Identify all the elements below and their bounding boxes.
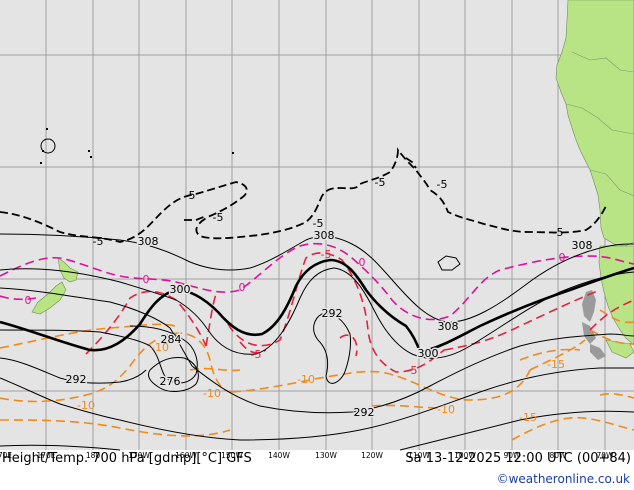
temp-contours-zero (0, 242, 634, 321)
temp-label: -10 (77, 399, 95, 412)
lon-label: 140W (268, 451, 290, 460)
longitude-labels: 70E 170E 180 170W 160W 150W 140W 130W 12… (0, 451, 614, 460)
lon-label: 110W (408, 451, 430, 460)
temp-label: 0 (143, 273, 150, 286)
temp-label: 0 (25, 294, 32, 307)
height-label: 308 (438, 320, 459, 333)
temp-contour-minus5-north (0, 147, 607, 243)
temp-label: -5 (251, 348, 262, 361)
temp-label: -5 (93, 235, 104, 248)
temp-label: -5 (553, 226, 564, 239)
lon-label: 130W (315, 451, 337, 460)
temp-label: -5 (407, 364, 418, 377)
temp-label: 0 (559, 251, 566, 264)
temp-label: -5 (185, 189, 196, 202)
temp-label: -10 (203, 387, 221, 400)
temp-label: -10 (437, 403, 455, 416)
temp-label: -10 (297, 373, 315, 386)
temp-label: -5 (321, 248, 332, 261)
temp-label: -5 (375, 176, 386, 189)
temp-label: 0 (359, 256, 366, 269)
temp-label: -15 (519, 411, 537, 424)
chile-coastal-islands (582, 290, 606, 360)
lon-label: 150W (221, 451, 243, 460)
height-label: 300 (418, 347, 439, 360)
height-label: 308 (138, 235, 159, 248)
valid-time: Sa 13-12-2025 12:00 UTC (00+84) (405, 451, 631, 466)
height-label: 292 (322, 307, 343, 320)
height-label: 284 (161, 333, 182, 346)
height-label: 292 (354, 406, 375, 419)
temp-label: -10 (151, 341, 169, 354)
pacific-islands (40, 138, 461, 271)
temp-contours-minus10-minus15 (0, 309, 634, 441)
height-contour-labels: 308 308 308 300 300 292 284 276 292 292 … (64, 228, 594, 421)
height-label: 308 (314, 229, 335, 242)
temp-contour-labels: -5 -5 -5 -5 -5 -5 -5 -5 -5 0 0 0 0 -10 -… (25, 176, 566, 424)
country-borders (565, 51, 634, 197)
temp-label: -5 (313, 217, 324, 230)
south-america-landmass (555, 0, 634, 247)
temp-label: -5 (213, 211, 224, 224)
map-caption: Height/Temp. 700 hPa [gdmp][°C] GFS Sa 1… (0, 449, 634, 469)
lon-label: 180 (86, 451, 101, 460)
height-label: 276 (160, 375, 181, 388)
lon-label: 170E (36, 451, 55, 460)
temp-label: -15 (547, 358, 565, 371)
height-contours (0, 233, 634, 451)
lon-label: 120W (361, 451, 383, 460)
lon-label: 80W (550, 451, 568, 460)
lon-label: 170W (128, 451, 150, 460)
height-label: 300 (170, 283, 191, 296)
lon-label: 90W (504, 451, 522, 460)
lon-label: 70W (597, 451, 615, 460)
height-label: 308 (572, 239, 593, 252)
height-label: 292 (66, 373, 87, 386)
new-zealand-north-island (57, 257, 79, 283)
height-contour-300 (0, 258, 634, 354)
map-title: Height/Temp. 700 hPa [gdmp][°C] GFS (2, 451, 252, 466)
credit-link[interactable]: ©weatheronline.co.uk (496, 472, 630, 486)
temp-label: 0 (239, 281, 246, 294)
lon-label: 70E (0, 451, 12, 460)
lon-label: 100W (454, 451, 476, 460)
tierra-del-fuego-landmass (605, 339, 634, 359)
island-dots (40, 128, 234, 164)
footer-background (0, 450, 634, 490)
lon-label: 160W (175, 451, 197, 460)
temp-label: -5 (437, 178, 448, 191)
